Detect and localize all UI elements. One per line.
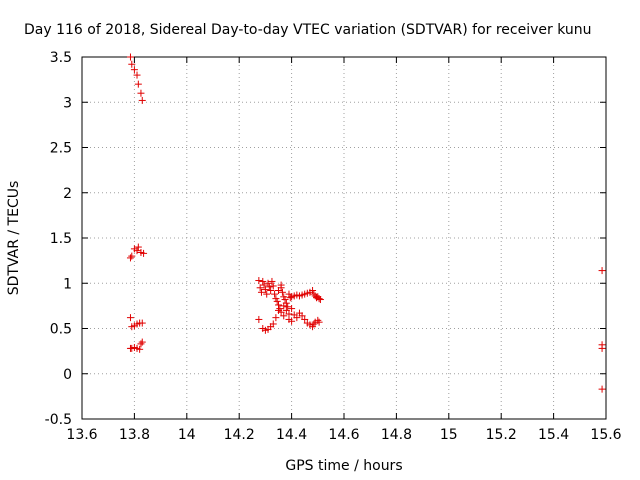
data-point — [133, 247, 141, 255]
data-point — [265, 283, 273, 291]
data-point — [310, 320, 318, 328]
data-point — [277, 308, 285, 316]
y-tick-label: 0.5 — [50, 322, 72, 338]
data-point — [126, 53, 134, 61]
x-tick-label: 14.6 — [328, 427, 359, 443]
y-tick-label: 3.5 — [50, 50, 72, 66]
data-point — [316, 296, 324, 304]
data-point — [310, 290, 318, 298]
x-tick-label: 15 — [440, 427, 458, 443]
y-axis-title: SDTVAR / TECUs — [6, 181, 22, 296]
data-points — [126, 53, 606, 393]
x-tick-label: 14 — [178, 427, 196, 443]
x-tick-label: 14.2 — [224, 427, 255, 443]
y-tick-label: -0.5 — [45, 412, 72, 428]
y-tick-label: 2.5 — [50, 141, 72, 157]
data-point — [256, 284, 264, 292]
data-point — [288, 305, 296, 313]
x-tick-label: 15.4 — [538, 427, 569, 443]
x-tick-label: 15.2 — [486, 427, 517, 443]
data-point — [275, 286, 282, 294]
data-point — [280, 302, 288, 310]
y-axis: -0.5 0 0.5 1 1.5 2 2.5 3 3.5 — [45, 50, 606, 428]
data-point — [138, 96, 146, 104]
data-point — [126, 254, 134, 262]
data-point — [255, 315, 263, 323]
x-tick-label: 13.8 — [119, 427, 150, 443]
data-point — [138, 319, 146, 327]
data-point — [261, 286, 269, 294]
data-point — [271, 290, 279, 298]
data-point — [137, 89, 145, 97]
x-axis-title: GPS time / hours — [285, 458, 402, 474]
data-point — [284, 303, 292, 311]
y-tick-label: 1 — [63, 276, 72, 292]
x-tick-label: 13.6 — [66, 427, 97, 443]
data-point — [281, 296, 289, 304]
data-point — [293, 314, 301, 322]
data-point — [138, 338, 146, 346]
data-point — [133, 71, 141, 79]
data-point — [140, 249, 148, 257]
y-tick-label: 1.5 — [50, 231, 72, 247]
x-tick-label: 14.8 — [381, 427, 412, 443]
data-point — [276, 305, 284, 313]
data-point — [269, 320, 277, 328]
data-point — [134, 243, 142, 251]
data-point — [259, 277, 267, 285]
data-point — [280, 312, 288, 320]
data-point — [255, 277, 263, 285]
data-point — [268, 277, 276, 285]
data-point — [315, 318, 323, 326]
data-point — [263, 290, 271, 298]
data-point — [278, 288, 286, 296]
data-point — [126, 314, 134, 322]
data-point — [301, 315, 309, 323]
data-point — [130, 66, 138, 74]
data-point — [272, 314, 280, 322]
data-point — [269, 282, 277, 290]
data-point — [314, 316, 322, 324]
data-point — [598, 385, 606, 393]
data-point — [260, 281, 268, 289]
x-tick-label: 15.6 — [590, 427, 621, 443]
grid — [82, 57, 606, 419]
data-point — [298, 312, 306, 320]
data-point — [286, 294, 294, 302]
data-point — [257, 288, 265, 296]
x-axis: 13.6 13.8 14 14.2 14.4 14.6 14.8 15 15.2 15.4 15.6 — [66, 57, 622, 443]
data-point — [277, 281, 285, 289]
data-point — [136, 345, 144, 353]
data-point — [128, 60, 136, 68]
data-point — [288, 317, 296, 325]
data-point — [134, 80, 142, 88]
y-tick-label: 2 — [63, 186, 72, 202]
data-point — [315, 295, 323, 303]
data-point — [264, 279, 272, 287]
y-tick-label: 0 — [63, 367, 72, 383]
data-point — [128, 252, 136, 260]
data-point — [137, 340, 145, 348]
x-tick-label: 14.4 — [276, 427, 307, 443]
data-point — [309, 286, 317, 294]
data-point — [273, 297, 281, 305]
data-point — [598, 344, 606, 352]
chart-title: Day 116 of 2018, Sidereal Day-to-day VTE… — [24, 22, 592, 38]
data-point — [598, 267, 606, 275]
y-tick-label: 3 — [63, 95, 72, 111]
data-point — [282, 306, 290, 314]
data-point — [267, 286, 275, 294]
